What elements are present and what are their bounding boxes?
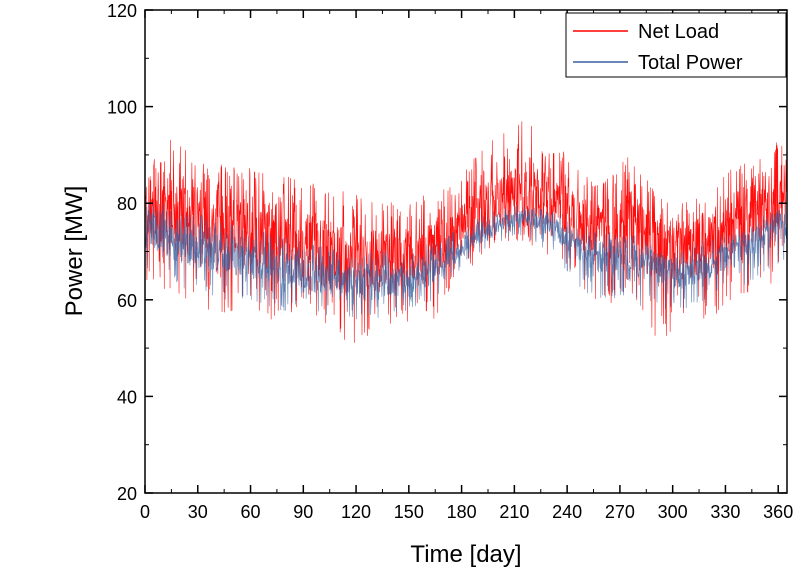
x-tick-label: 150	[394, 502, 424, 522]
x-axis-title: Time [day]	[410, 541, 521, 568]
x-tick-label: 300	[658, 502, 688, 522]
x-tick-label: 240	[552, 502, 582, 522]
y-tick-label: 100	[107, 98, 137, 118]
legend-label-net-load: Net Load	[638, 21, 719, 43]
y-tick-label: 40	[117, 387, 137, 407]
x-tick-label: 330	[710, 502, 740, 522]
y-axis-title: Power [MW]	[61, 186, 88, 317]
y-tick-label: 20	[117, 484, 137, 504]
x-tick-label: 30	[188, 502, 208, 522]
series-line-total-power	[145, 203, 787, 320]
x-tick-label: 270	[605, 502, 635, 522]
tick-layer: 0 30 60 90 120 150 180 210 240 270 300 330 360 20 40 60…	[107, 1, 793, 522]
series-line-net-load	[145, 121, 787, 343]
series-layer	[145, 121, 787, 343]
legend-label-total-power: Total Power	[638, 52, 743, 74]
y-tick-label: 120	[107, 1, 137, 21]
x-tick-label: 210	[499, 502, 529, 522]
legend: Net Load Total Power	[565, 12, 787, 78]
x-tick-label: 90	[293, 502, 313, 522]
y-tick-label: 80	[117, 194, 137, 214]
x-tick-label: 180	[447, 502, 477, 522]
legend-box	[565, 12, 787, 78]
x-tick-label: 120	[341, 502, 371, 522]
x-tick-label: 360	[763, 502, 793, 522]
x-tick-label: 0	[140, 502, 150, 522]
x-tick-label: 60	[241, 502, 261, 522]
y-tick-label: 60	[117, 291, 137, 311]
